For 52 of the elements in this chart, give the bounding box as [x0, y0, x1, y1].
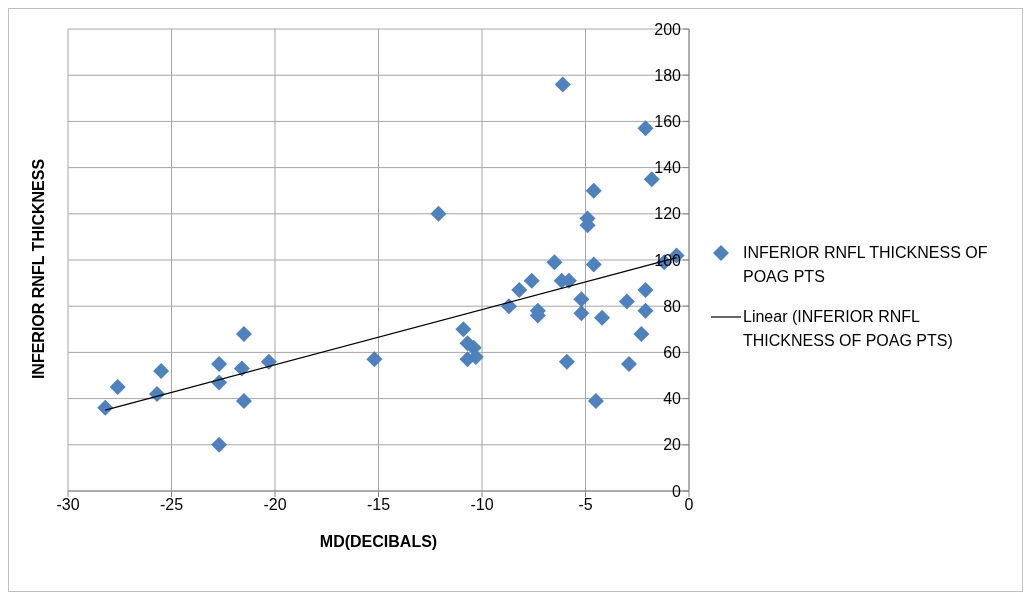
point: [523, 272, 540, 289]
y-tick-label: 80: [663, 297, 682, 315]
point: [366, 351, 383, 368]
point: [233, 360, 250, 377]
x-tick-label: -15: [366, 496, 391, 514]
point: [554, 76, 571, 93]
y-tick-label: 20: [663, 436, 682, 454]
point: [235, 392, 252, 409]
point: [618, 293, 635, 310]
x-tick-label: 0: [684, 496, 694, 514]
x-tick-label: -30: [56, 496, 80, 514]
point: [546, 254, 563, 271]
point: [637, 120, 654, 137]
point: [430, 205, 447, 222]
point: [633, 325, 650, 342]
point: [585, 182, 602, 199]
point: [500, 298, 517, 315]
point: [585, 256, 602, 273]
x-tick-label: -10: [470, 496, 494, 514]
point: [235, 325, 252, 342]
point: [211, 436, 228, 453]
point: [637, 302, 654, 319]
y-tick-label: 200: [654, 20, 682, 38]
point: [643, 171, 660, 188]
x-tick-label: -5: [578, 496, 593, 514]
x-tick-label: -20: [263, 496, 287, 514]
y-tick-label: 140: [654, 159, 682, 177]
point: [455, 321, 472, 338]
point: [637, 282, 654, 299]
point: [587, 392, 604, 409]
y-tick-label: 180: [654, 66, 682, 84]
x-tick-label: -25: [159, 496, 184, 514]
point: [260, 353, 277, 370]
point: [558, 353, 575, 370]
y-tick-label: 120: [654, 205, 682, 223]
point: [620, 355, 637, 372]
y-tick-label: 160: [654, 113, 682, 131]
y-axis-title: INFERIOR RNFL THICKNESS: [30, 158, 48, 380]
point: [97, 399, 114, 416]
point: [211, 355, 228, 372]
point: [153, 362, 170, 379]
point: [109, 379, 126, 396]
y-tick-label: 60: [663, 344, 682, 362]
y-tick-label: 0: [672, 482, 682, 500]
legend-label: INFERIOR RNFL THICKNESS OF POAG PTS: [743, 243, 989, 287]
x-axis-title: MD(DECIBALS): [319, 533, 438, 550]
point: [573, 305, 590, 322]
y-tick-label: 40: [663, 390, 682, 408]
point: [511, 282, 528, 299]
point: [573, 291, 590, 308]
legend-label: Linear (INFERIOR RNFL THICKNESS OF POAG PTS): [743, 307, 954, 351]
point: [594, 309, 611, 326]
